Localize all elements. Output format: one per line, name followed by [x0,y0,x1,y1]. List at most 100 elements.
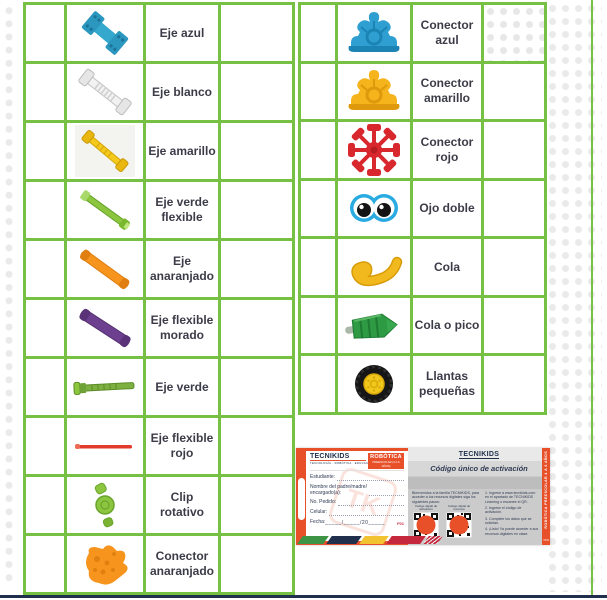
side-strip-code: TKS [543,538,549,542]
program-subtitle: PREESCOLAR (4 A 6 AÑOS) [372,460,400,468]
empty-cell [26,536,64,592]
part-image-cell [67,5,143,61]
field-label: Estudiante: [310,474,336,480]
step-1: 1. Ingrese a www.tecnikids.com en el apa… [485,491,536,504]
eje-anaranjado-icon [80,249,130,290]
stripe-navy [326,536,362,544]
conector-anaranjado-icon [86,545,128,585]
right-margin-dots [546,2,602,592]
part-label-text: Conector anaranjado [149,549,215,578]
stripe-yellow [359,536,389,544]
eje-verde-flexible-icon [80,190,131,230]
card-side-strip: ROBÓTICA PREESCOLAR 4 A 6 AÑOS TKS [542,448,550,545]
side-strip-label: ROBÓTICA PREESCOLAR 4 A 6 AÑOS [544,451,548,529]
card-slot-notch [298,478,305,520]
left-margin-dots [2,4,17,586]
card-right-panel: TECNIKIDS Código único de activación Bie… [408,448,550,545]
part-label: Cola o pico [413,297,481,354]
qr-column: Bienvenidos a la familia TECNIKIDS, para… [412,491,482,543]
qr-row: Código digital de activación Código digi… [412,504,482,543]
activation-intro: Bienvenidos a la familia TECNIKIDS, para… [412,491,480,504]
step-2: 2. Ingrese el código de activación. [485,505,522,515]
part-image-cell [338,63,410,120]
empty-cell [221,5,292,61]
part-label-text: Clip rotativo [159,490,204,519]
left-parts-table: Eje azul Eje blanco [23,2,295,595]
part-label: Eje verde flexible [146,182,218,238]
field-label: Celular: [310,509,328,515]
write-line [329,511,404,516]
part-image-cell [67,536,143,592]
part-label: Eje blanco [146,64,218,120]
part-label: Eje verde [146,359,218,415]
part-label-text: Llantas pequeñas [418,369,475,399]
activation-card: TK TECNIKIDS TECNOLOGÍA · ROBÓTICA · EDU… [296,448,550,545]
part-image-cell [67,418,143,474]
part-label: Conector rojo [413,122,481,178]
photo-background [75,125,135,177]
qr-block-recursos: Código digital de recursos [445,504,473,543]
part-image-cell [338,239,410,295]
form-code: F01 [397,520,404,526]
part-image-cell [67,359,143,415]
write-line [338,501,404,506]
field-label: Nombre del padre/madre/ encargado(a): [310,483,367,496]
field-padre: Nombre del padre/madre/ encargado(a): [310,483,404,497]
step-4: 4. ¡Listo! Ya puede acceder a sus recurs… [485,527,539,536]
part-image-cell [67,123,143,179]
empty-cell [26,477,64,533]
field-estudiante: Estudiante: [310,474,404,481]
empty-cell [221,359,292,415]
empty-cell [301,63,335,120]
part-label: Conector azul [413,5,481,61]
empty-cell [484,5,544,61]
part-label-text: Eje anaranjado [149,254,215,283]
empty-cell [484,63,544,120]
part-label: Cola [413,239,481,295]
qr-code-icon [445,511,473,538]
empty-cell [26,123,64,179]
empty-cell [301,239,335,295]
stripe-red [386,536,426,544]
right-parts-table: Conector azul Conector amarillo [298,2,547,415]
activation-title-band: Código único de activación [408,461,550,476]
cola-icon [351,256,403,287]
part-label-text: Eje azul [159,25,205,40]
conector-azul-icon [348,11,400,52]
empty-cell [26,300,64,356]
eje-flexible-morado-icon [79,308,131,348]
part-label-text: Eje amarillo [148,143,216,158]
write-line [337,476,404,481]
step-3: 3. Complete los datos que se solicitan. [485,516,532,525]
part-label: Eje anaranjado [146,241,218,297]
part-image-cell [67,300,143,356]
empty-cell [484,356,544,412]
part-label-text: Conector azul [420,17,474,47]
part-label: Conector anaranjado [146,536,218,592]
clip-rotativo-icon [94,482,115,528]
code-band [408,477,550,489]
program-box: ROBÓTICA PREESCOLAR (4 A 6 AÑOS) [368,453,404,469]
part-label-text: Cola [433,259,460,274]
field-pedido: No. Pedido: [310,499,404,506]
brand-logo: TECNIKIDS [310,453,366,461]
empty-cell [221,536,292,592]
part-label: Llantas pequeñas [413,356,481,412]
part-image-cell [338,297,410,354]
field-label: No. Pedido: [310,499,337,506]
cola-o-pico-icon [345,313,398,339]
qr-code-icon [412,511,440,538]
write-line [368,491,404,497]
empty-cell [221,182,292,238]
empty-cell [484,122,544,178]
activation-title: Código único de activación [430,464,528,473]
part-label-text: Eje flexible morado [150,313,214,342]
eje-verde-icon [73,381,135,396]
empty-cell [484,180,544,237]
stripe-hatch [423,536,443,544]
ojo-doble-icon [350,194,398,223]
steps-column: 1. Ingrese a www.tecnikids.com en el apa… [485,491,539,543]
eje-azul-icon [81,11,129,55]
empty-cell [301,5,335,61]
